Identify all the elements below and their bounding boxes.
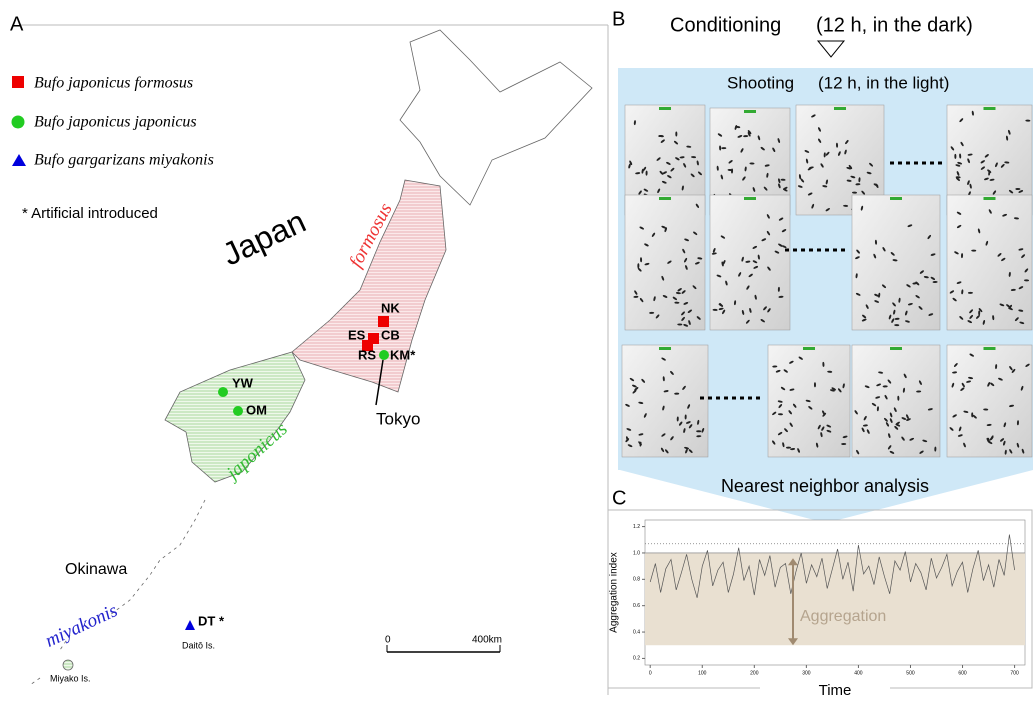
annotation: Aggregation [800, 608, 886, 625]
y-tick-label: 0.6 [633, 603, 640, 609]
legend-label: Bufo japonicus japonicus [34, 114, 197, 131]
note: * Artificial introduced [22, 205, 158, 222]
site-label: RS [358, 347, 376, 362]
arrow [818, 41, 844, 57]
marker-tag [890, 347, 902, 350]
thumbnail [622, 345, 708, 457]
tadpole [786, 447, 791, 449]
site-label: OM [246, 402, 267, 417]
x-tick-label: 100 [698, 670, 707, 676]
legend-swatch [12, 116, 25, 129]
x-tick-label: 200 [750, 670, 759, 676]
site-marker [378, 316, 389, 327]
x-tick-label: 0 [649, 670, 652, 676]
place-label: Daitō Is. [182, 640, 215, 650]
region-label: miyakonis [42, 600, 121, 652]
x-tick-label: 300 [802, 670, 811, 676]
miyako-island [63, 660, 73, 670]
panel-letter: B [612, 8, 625, 30]
x-axis-label: Time [819, 682, 852, 699]
y-tick-label: 0.2 [633, 656, 640, 662]
island-chain [30, 500, 205, 685]
thumbnail [852, 345, 940, 457]
scale-label: 0 [385, 635, 391, 646]
y-tick-label: 1.2 [633, 524, 640, 530]
marker-tag [659, 197, 671, 200]
marker-tag [984, 347, 996, 350]
marker-tag [834, 107, 846, 110]
marker-tag [744, 197, 756, 200]
chart: 0.2 0.4 0.6 0.8 1.0 1.2 0 100 200 300 400 500 600 700… [609, 520, 1025, 699]
hokkaido [400, 30, 592, 205]
x-tick-label: 400 [854, 670, 863, 676]
x-tick-label: 600 [958, 670, 967, 676]
marker-tag [659, 107, 671, 110]
legend-label: Bufo gargarizans miyakonis [34, 152, 214, 169]
legend-label: Bufo japonicus formosus [34, 75, 193, 92]
legend-swatch [12, 76, 24, 88]
marker-tag [984, 107, 996, 110]
site-marker [185, 620, 195, 630]
tadpole [721, 147, 726, 149]
site-label: CB [381, 327, 400, 342]
place-label: Okinawa [65, 561, 127, 578]
site-label: DT * [198, 613, 225, 628]
legend-swatch [12, 154, 26, 166]
step-label: Conditioning [670, 14, 781, 36]
y-tick-label: 0.4 [633, 629, 640, 635]
y-axis-label: Aggregation index [609, 552, 620, 633]
site-label: ES [348, 327, 366, 342]
analysis-label: Nearest neighbor analysis [721, 476, 929, 496]
panel-letter: A [10, 13, 24, 35]
place-label: Miyako Is. [50, 673, 91, 683]
scale-label: 400km [472, 635, 502, 646]
step-note: (12 h, in the dark) [816, 14, 973, 36]
site-marker [233, 406, 243, 416]
figure: A 0 400km Bufo japonicus formosus Bufo j… [0, 0, 1033, 701]
marker-tag [744, 110, 756, 113]
tadpole [978, 311, 980, 316]
marker-tag [659, 347, 671, 350]
marker-tag [803, 347, 815, 350]
country-label: Japan [217, 203, 311, 272]
marker-tag [984, 197, 996, 200]
x-tick-label: 500 [906, 670, 915, 676]
site-label: NK [381, 300, 400, 315]
site-marker [218, 387, 228, 397]
step-note: (12 h, in the light) [818, 73, 949, 92]
panel-letter: C [612, 487, 626, 509]
thumbnail [625, 195, 705, 330]
marker-tag [890, 197, 902, 200]
site-label: KM* [390, 347, 416, 362]
y-tick-label: 0.8 [633, 577, 640, 583]
site-label: YW [232, 375, 254, 390]
y-tick-label: 1.0 [633, 550, 640, 556]
step-label: Shooting [727, 73, 794, 92]
place-label: Tokyo [376, 409, 420, 428]
thumbnail [852, 195, 940, 330]
site-marker [379, 350, 389, 360]
x-tick-label: 700 [1010, 670, 1019, 676]
